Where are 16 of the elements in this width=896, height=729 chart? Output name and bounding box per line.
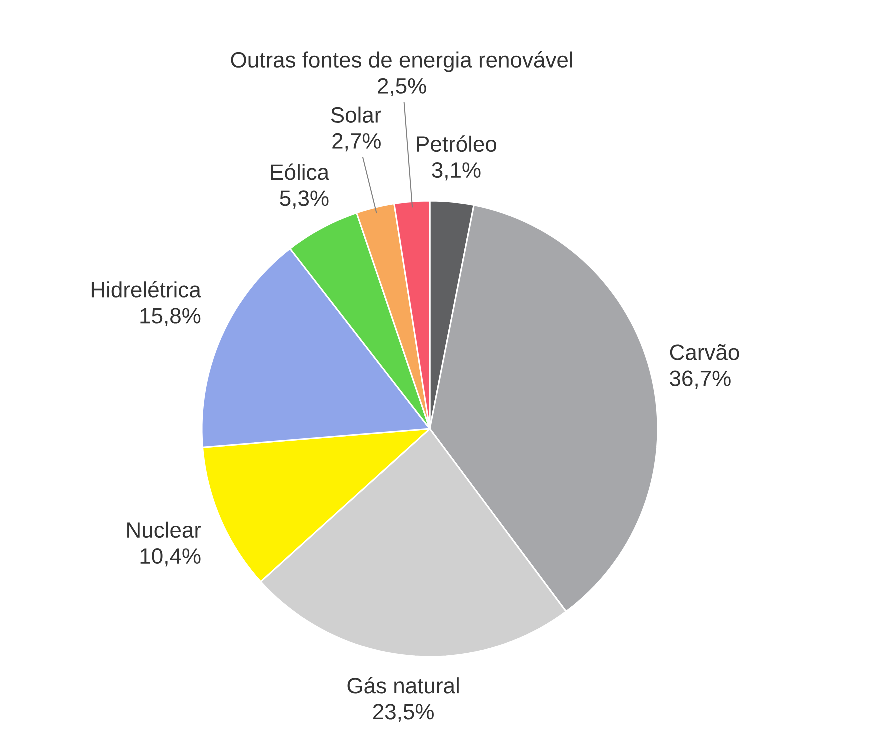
data-label: 2,5% (378, 78, 426, 97)
slice-label: Hidrelétrica (92, 281, 202, 298)
slice-label: Petróleo (417, 136, 496, 152)
data-label: 15,8% (140, 308, 201, 326)
slice-label: Nuclear (128, 522, 202, 538)
slice-label: Eólica (271, 164, 330, 180)
data-label: 36,7% (670, 370, 731, 389)
slice-label: Gás natural (348, 677, 459, 694)
data-label: 23,5% (373, 704, 434, 722)
slice-label: Outras fontes de energia renovável (231, 52, 572, 72)
data-label: 10,4% (140, 548, 201, 567)
data-label: 5,3% (280, 190, 329, 209)
slice-label: Solar (331, 106, 382, 123)
data-label: 2,7% (332, 133, 381, 152)
slice-label: Carvão (670, 344, 740, 360)
data-label: 3,1% (432, 162, 481, 181)
